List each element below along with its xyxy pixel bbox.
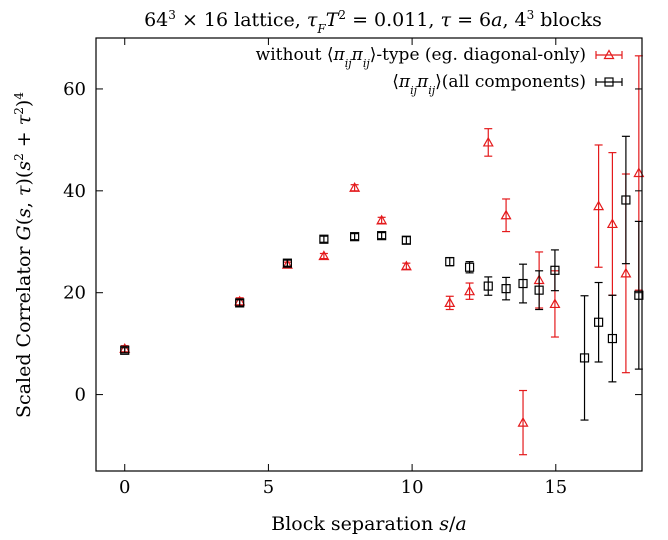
data-point <box>621 195 631 205</box>
data-point <box>549 298 561 309</box>
series-all <box>120 135 644 421</box>
data-point <box>550 265 560 275</box>
data-point <box>350 232 360 242</box>
x-tick-label: 0 <box>119 477 130 498</box>
legend-label-diagonal: without ⟨πijπij⟩-type (eg. diagonal-only… <box>256 45 586 70</box>
data-point <box>120 345 130 355</box>
data-point <box>282 258 292 268</box>
data-point <box>319 234 329 244</box>
x-tick-label: 5 <box>263 477 274 498</box>
data-point <box>593 200 605 211</box>
data-point <box>482 136 494 147</box>
x-axis-label: Block separation s/a <box>271 513 467 535</box>
data-point <box>445 257 455 267</box>
y-tick-label: 60 <box>63 79 86 100</box>
data-point <box>606 218 618 229</box>
data-point <box>318 250 330 261</box>
legend-symbol <box>604 77 614 87</box>
data-point <box>633 167 645 178</box>
y-tick-label: 0 <box>75 385 86 406</box>
data-point <box>377 231 387 241</box>
plot-frame <box>95 37 643 472</box>
legend: without ⟨πijπij⟩-type (eg. diagonal-only… <box>256 45 623 97</box>
chart-title: 643 × 16 lattice, τFT2 = 0.011, τ = 6a, … <box>144 8 602 36</box>
legend-label-all: ⟨πijπij⟩(all components) <box>392 72 586 97</box>
data-point <box>634 290 644 300</box>
data-point <box>401 235 411 245</box>
data-point <box>620 267 632 278</box>
legend-marker-diagonal <box>595 49 623 60</box>
x-tick-label: 15 <box>544 477 567 498</box>
y-tick-label: 20 <box>63 283 86 304</box>
data-point <box>594 317 604 327</box>
data-point <box>579 353 590 363</box>
data-point <box>464 262 475 272</box>
data-point <box>518 278 528 289</box>
legend-marker-all <box>595 77 623 87</box>
data-point <box>281 258 293 269</box>
data-point <box>464 285 476 296</box>
data-point <box>235 298 245 308</box>
series-diagonal <box>119 55 645 456</box>
legend-symbol <box>603 49 615 60</box>
data-point <box>607 333 618 344</box>
plot-data <box>119 55 645 456</box>
data-point <box>400 260 412 271</box>
x-tick-label: 10 <box>401 477 424 498</box>
axis-ticks: 0 5 10 15 0 20 40 60 <box>63 38 642 498</box>
data-point <box>444 297 456 307</box>
data-point <box>483 281 493 291</box>
data-point <box>534 285 544 295</box>
data-point <box>349 182 361 192</box>
y-axis-label: Scaled Correlator G(s, τ)(s2 + τ2)4 <box>12 92 35 418</box>
data-point <box>517 416 529 427</box>
data-point <box>376 214 388 225</box>
data-point <box>500 209 512 220</box>
data-point <box>501 284 511 294</box>
y-tick-label: 40 <box>63 181 86 202</box>
